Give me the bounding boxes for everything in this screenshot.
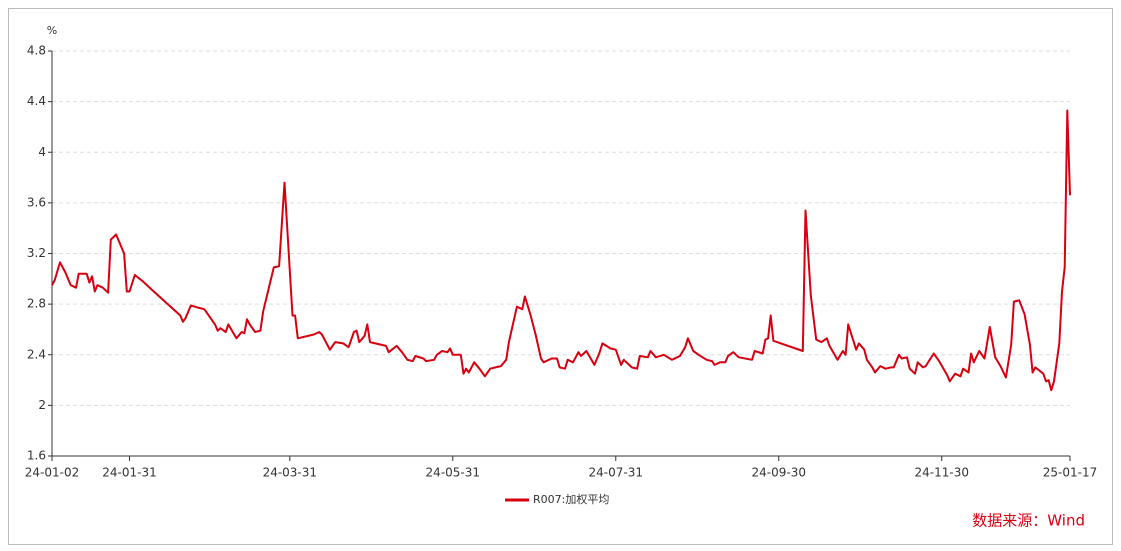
line xyxy=(51,109,1071,392)
y-tick-label: 1.6 xyxy=(27,449,46,463)
x-tick-label: 24-09-30 xyxy=(752,466,806,480)
y-tick-label: 4.8 xyxy=(27,44,46,58)
x-tick-label: 24-05-31 xyxy=(426,466,480,480)
y-tick-label: 2.4 xyxy=(27,347,46,361)
legend-label: R007:加权平均 xyxy=(533,493,609,506)
y-tick-label: 2.8 xyxy=(27,297,46,311)
x-tick-label: 25-01-17 xyxy=(1043,466,1097,480)
source: 数据来源：Wind xyxy=(972,512,1085,530)
y-tick-label: 3.6 xyxy=(27,195,46,209)
y-tick-label: 4.4 xyxy=(27,94,46,108)
x-tick-label: 24-03-31 xyxy=(263,466,317,480)
y-tick-label: 2 xyxy=(38,398,46,412)
y-tick-label: 3.2 xyxy=(27,246,46,260)
y-tick-label: 4 xyxy=(38,145,46,159)
frame xyxy=(8,8,1113,545)
x-tick-label: 24-07-31 xyxy=(589,466,643,480)
x-tick-label: 24-01-02 xyxy=(25,466,79,480)
x-tick-label: 24-11-30 xyxy=(915,466,969,480)
x-tick-label: 24-01-31 xyxy=(102,466,156,480)
y-axis-label: % xyxy=(47,24,57,37)
